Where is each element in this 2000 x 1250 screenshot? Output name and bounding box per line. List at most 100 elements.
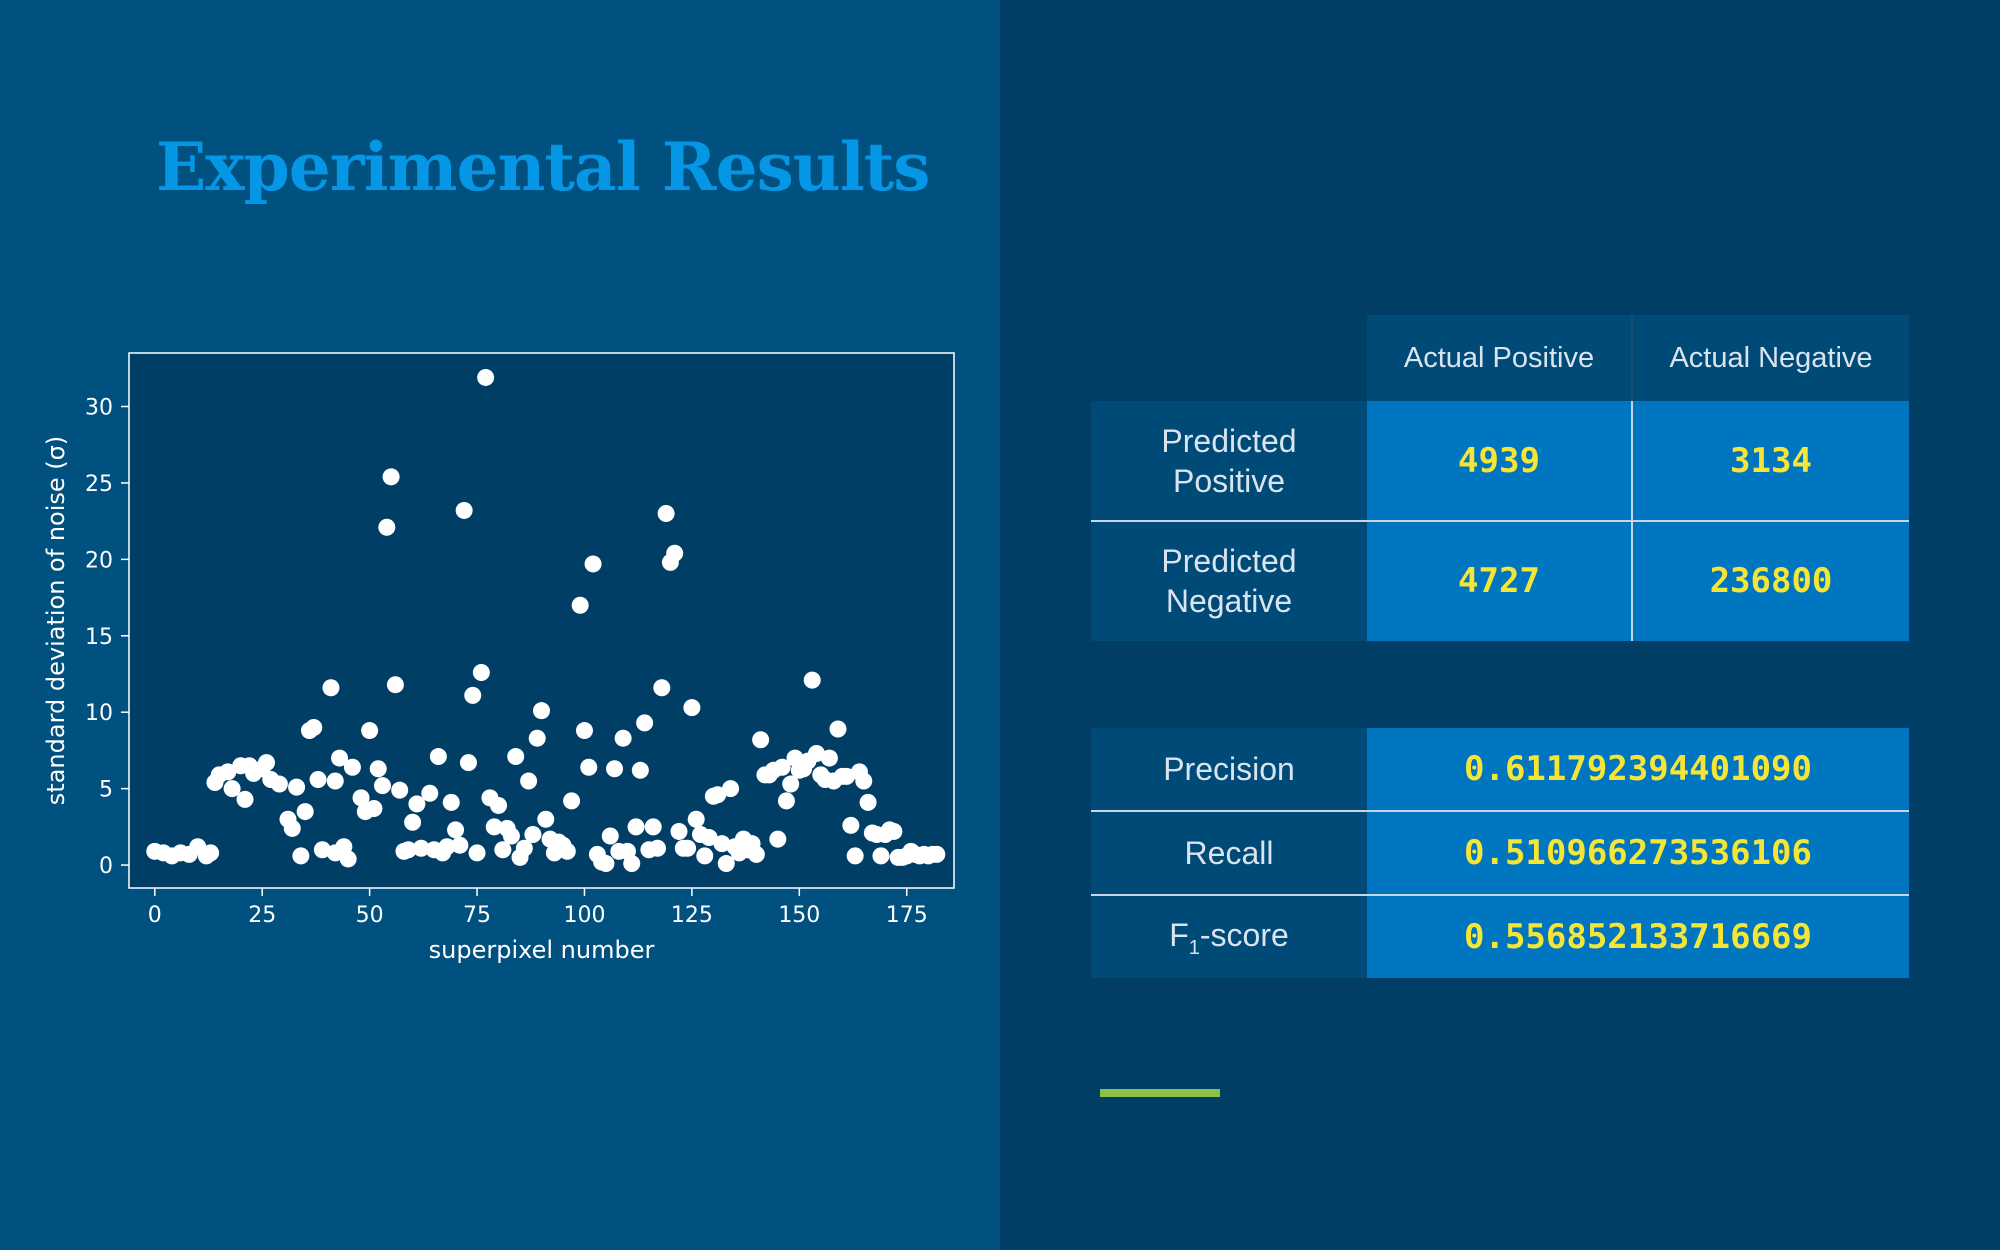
scatter-point xyxy=(722,780,740,798)
f1-subscript: 1 xyxy=(1188,936,1200,959)
x-tick-label: 125 xyxy=(671,903,713,928)
scatter-point xyxy=(236,790,254,808)
scatter-point xyxy=(477,368,495,386)
scatter-point xyxy=(296,803,314,821)
plot-area xyxy=(128,352,955,889)
scatter-point xyxy=(670,822,688,840)
col-header-actual-negative: Actual Negative xyxy=(1633,315,1909,401)
scatter-point xyxy=(631,761,649,779)
y-tick-label: 15 xyxy=(85,625,113,650)
metric-label-f1-text: F1-score xyxy=(1169,915,1289,960)
scatter-point xyxy=(404,813,422,831)
scatter-point xyxy=(713,835,731,853)
scatter-point xyxy=(829,720,847,738)
scatter-point xyxy=(928,845,946,863)
y-tick-label: 0 xyxy=(99,854,113,879)
x-tick-label: 50 xyxy=(356,903,384,928)
scatter-point xyxy=(305,719,323,736)
cm-true-positive: 4939 xyxy=(1367,401,1631,520)
scatter-point xyxy=(769,830,787,848)
metric-value-recall: 0.510966273536106 xyxy=(1367,812,1909,894)
f1-letter: F xyxy=(1169,916,1189,953)
scatter-point xyxy=(494,841,512,859)
scatter-point xyxy=(528,729,546,747)
metric-value-precision: 0.611792394401090 xyxy=(1367,728,1909,810)
scatter-point xyxy=(391,781,409,799)
scatter-point xyxy=(636,714,654,732)
scatter-point xyxy=(502,827,520,845)
metrics-divider-1 xyxy=(1091,810,1909,812)
scatter-point xyxy=(752,731,770,749)
scatter-point xyxy=(270,775,288,793)
scatter-point xyxy=(666,544,684,562)
slide-title: Experimental Results xyxy=(156,128,930,206)
scatter-point xyxy=(777,792,795,810)
scatter-point xyxy=(438,838,456,856)
scatter-point xyxy=(571,596,589,614)
scatter-point xyxy=(838,767,856,785)
scatter-point xyxy=(202,844,220,862)
scatter-point xyxy=(709,786,727,804)
scatter-point xyxy=(846,847,864,865)
scatter-point xyxy=(361,722,379,740)
row-label-predicted-positive: Predicted Positive xyxy=(1091,401,1367,520)
scatter-point xyxy=(717,855,735,873)
scatter-point xyxy=(842,816,860,834)
scatter-point xyxy=(468,844,486,862)
scatter-point xyxy=(563,792,581,810)
scatter-point xyxy=(614,729,632,747)
scatter-point xyxy=(597,855,615,873)
x-tick-label: 100 xyxy=(563,903,605,928)
y-tick-label: 20 xyxy=(85,548,113,573)
scatter-point xyxy=(451,836,469,854)
scatter-point xyxy=(700,829,718,847)
scatter-point xyxy=(382,468,400,486)
x-tick-label: 25 xyxy=(248,903,276,928)
y-tick-label: 25 xyxy=(85,472,113,497)
scatter-point xyxy=(399,841,417,859)
scatter-point xyxy=(309,770,327,788)
metrics-divider-2 xyxy=(1091,894,1909,896)
scatter-point xyxy=(808,744,825,762)
metric-label-precision-text: Precision xyxy=(1163,751,1295,787)
scatter-point xyxy=(374,777,392,795)
scatter-point xyxy=(322,679,340,697)
scatter-point xyxy=(472,663,490,681)
scatter-point xyxy=(507,748,525,766)
scatter-point xyxy=(601,827,619,845)
scatter-point xyxy=(258,754,275,772)
y-tick-label: 5 xyxy=(99,778,113,803)
scatter-point xyxy=(859,793,877,811)
scatter-point xyxy=(623,855,641,873)
scatter-point xyxy=(520,772,538,790)
scatter-point xyxy=(679,839,697,857)
scatter-point xyxy=(223,780,241,798)
scatter-point xyxy=(219,763,237,781)
scatter-point xyxy=(459,754,477,772)
scatter-point xyxy=(365,800,383,818)
metric-label-recall: Recall xyxy=(1091,812,1367,894)
scatter-point xyxy=(687,810,705,828)
scatter-point xyxy=(386,676,404,694)
scatter-point xyxy=(490,796,508,814)
scatter-point xyxy=(283,819,301,837)
cm-true-negative: 236800 xyxy=(1633,521,1909,641)
scatter-point xyxy=(537,810,555,828)
cm-false-positive: 3134 xyxy=(1633,401,1909,520)
scatter-point xyxy=(872,847,890,865)
scatter-point xyxy=(747,845,765,863)
scatter-point xyxy=(352,789,370,807)
scatter-chart: 0 25 50 75 100 125 150 175 0 5 10 15 20 25 30 superpixe… xyxy=(42,352,955,964)
scatter-point xyxy=(558,842,576,860)
accent-bar xyxy=(1100,1089,1220,1097)
row-label-predicted-positive-text: Predicted Positive xyxy=(1161,422,1297,499)
scatter-point xyxy=(442,793,460,811)
scatter-point xyxy=(408,795,426,813)
scatter-point xyxy=(773,758,791,776)
scatter-point xyxy=(455,501,473,519)
scatter-point xyxy=(343,758,361,776)
scatter-point xyxy=(627,818,645,836)
scatter-point xyxy=(378,518,396,536)
row-label-predicted-negative: Predicted Negative xyxy=(1091,521,1367,641)
scatter-point xyxy=(782,775,800,793)
